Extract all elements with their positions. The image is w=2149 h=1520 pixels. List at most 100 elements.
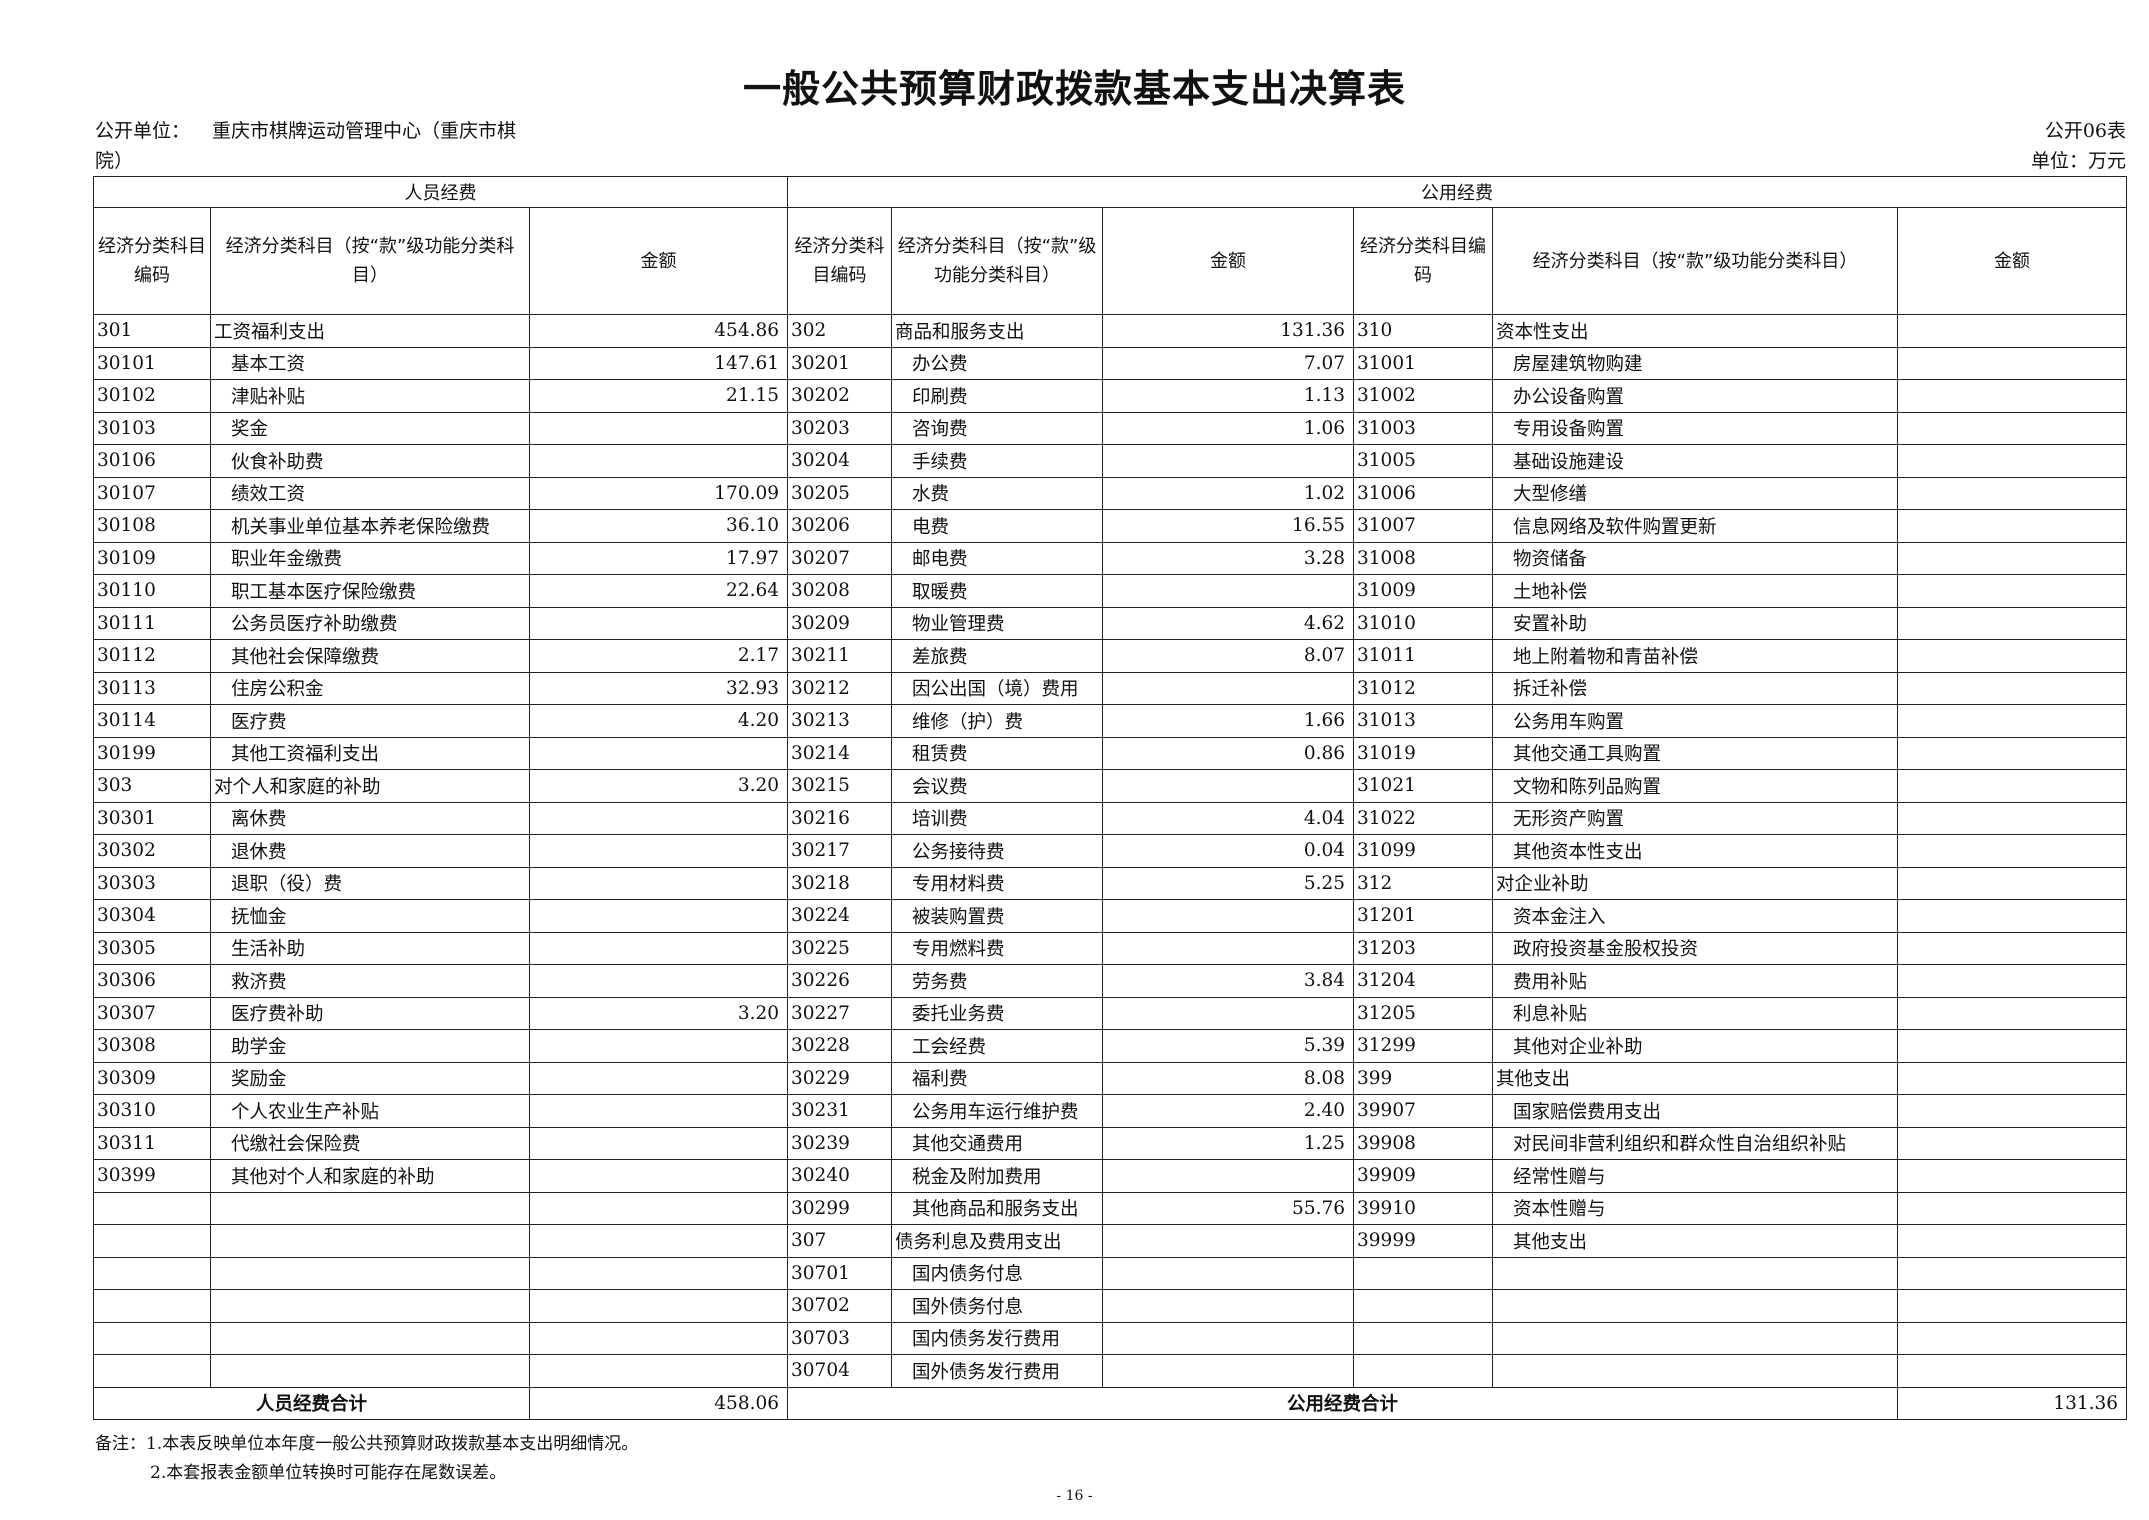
page-title: 一般公共预算财政拨款基本支出决算表 xyxy=(742,67,1406,111)
cell-amount: 147.61 xyxy=(528,346,789,380)
table-row: 30304 抚恤金 30224 被装购置费 31201 资本金注入 xyxy=(93,899,2128,933)
cell-amount xyxy=(1897,1029,2128,1063)
cell-amount xyxy=(1102,899,1355,933)
table-row: 30309 奖励金 30229 福利费 8.08 399 其他支出 xyxy=(93,1061,2128,1095)
cell-subject xyxy=(210,1354,530,1388)
table-row: 30107 绩效工资 170.09 30205 水费 1.02 31006 大型修缮 xyxy=(93,476,2128,510)
cell-code: 30102 xyxy=(93,379,211,413)
cell-amount: 4.20 xyxy=(528,704,789,738)
cell-subject xyxy=(1492,1354,1899,1388)
cell-amount: 3.84 xyxy=(1102,964,1355,998)
cell-subject: 福利费 xyxy=(891,1061,1104,1095)
cell-subject: 印刷费 xyxy=(891,379,1104,413)
cell-code: 30205 xyxy=(787,476,893,510)
cell-subject: 生活补助 xyxy=(210,931,530,965)
cell-subject: 绩效工资 xyxy=(210,476,530,510)
cell-subject: 其他对个人和家庭的补助 xyxy=(210,1159,530,1193)
cell-code: 302 xyxy=(787,314,893,348)
cell-subject: 职工基本医疗保险缴费 xyxy=(210,574,530,608)
col-amount: 金额 xyxy=(1102,207,1355,315)
cell-subject: 资本性支出 xyxy=(1492,314,1899,348)
cell-subject: 其他交通费用 xyxy=(891,1126,1104,1160)
cell-subject: 奖励金 xyxy=(210,1061,530,1095)
cell-code: 30224 xyxy=(787,899,893,933)
personnel-total-value: 458.06 xyxy=(528,1386,789,1420)
cell-subject: 政府投资基金股权投资 xyxy=(1492,931,1899,965)
cell-subject: 其他交通工具购置 xyxy=(1492,736,1899,770)
cell-subject: 文物和陈列品购置 xyxy=(1492,769,1899,803)
table-meta: 公开06表 单位：万元 xyxy=(2031,116,2126,176)
cell-code: 31005 xyxy=(1353,444,1494,478)
cell-subject: 差旅费 xyxy=(891,639,1104,673)
table-row: 30111 公务员医疗补助缴费 30209 物业管理费 4.62 31010 安置补助 xyxy=(93,606,2128,640)
table-row: 30701 国内债务付息 xyxy=(93,1256,2128,1290)
cell-amount xyxy=(1897,1289,2128,1323)
cell-amount xyxy=(1897,671,2128,705)
cell-amount xyxy=(1897,1159,2128,1193)
cell-code: 30218 xyxy=(787,866,893,900)
cell-code xyxy=(93,1256,211,1290)
cell-code: 39908 xyxy=(1353,1126,1494,1160)
table-row: 301 工资福利支出 454.86 302 商品和服务支出 131.36 310 资本性支出 xyxy=(93,314,2128,348)
cell-code xyxy=(1353,1289,1494,1323)
cell-subject: 资本性赠与 xyxy=(1492,1191,1899,1225)
table-row: 30102 津贴补贴 21.15 30202 印刷费 1.13 31002 办公设备购置 xyxy=(93,379,2128,413)
table-row: 30311 代缴社会保险费 30239 其他交通费用 1.25 39908 对民间非营利组织… xyxy=(93,1126,2128,1160)
cell-code: 31006 xyxy=(1353,476,1494,510)
cell-code: 30309 xyxy=(93,1061,211,1095)
cell-subject xyxy=(210,1289,530,1323)
cell-subject: 对个人和家庭的补助 xyxy=(210,769,530,803)
cell-code: 30212 xyxy=(787,671,893,705)
table-row: 30103 奖金 30203 咨询费 1.06 31003 专用设备购置 xyxy=(93,411,2128,445)
cell-amount: 4.04 xyxy=(1102,801,1355,835)
cell-amount: 8.07 xyxy=(1102,639,1355,673)
cell-amount: 1.13 xyxy=(1102,379,1355,413)
cell-subject: 维修（护）费 xyxy=(891,704,1104,738)
cell-subject: 对企业补助 xyxy=(1492,866,1899,900)
cell-amount: 8.08 xyxy=(1102,1061,1355,1095)
cell-amount xyxy=(528,964,789,998)
table-row: 30306 救济费 30226 劳务费 3.84 31204 费用补贴 xyxy=(93,964,2128,998)
table-row: 30112 其他社会保障缴费 2.17 30211 差旅费 8.07 31011 地上附着物和… xyxy=(93,639,2128,673)
cell-amount xyxy=(1897,1126,2128,1160)
cell-subject: 费用补贴 xyxy=(1492,964,1899,998)
cell-amount xyxy=(1102,1289,1355,1323)
cell-code: 30201 xyxy=(787,346,893,380)
cell-subject: 抚恤金 xyxy=(210,899,530,933)
cell-code: 30108 xyxy=(93,509,211,543)
public-total-label: 公用经费合计 xyxy=(787,1386,1899,1420)
cell-subject: 其他商品和服务支出 xyxy=(891,1191,1104,1225)
cell-subject: 无形资产购置 xyxy=(1492,801,1899,835)
cell-subject: 其他对企业补助 xyxy=(1492,1029,1899,1063)
cell-amount xyxy=(528,736,789,770)
cell-code: 30227 xyxy=(787,996,893,1030)
cell-subject: 专用燃料费 xyxy=(891,931,1104,965)
cell-subject: 其他社会保障缴费 xyxy=(210,639,530,673)
cell-code xyxy=(93,1289,211,1323)
cell-subject: 救济费 xyxy=(210,964,530,998)
cell-code: 31099 xyxy=(1353,834,1494,868)
cell-subject: 其他资本性支出 xyxy=(1492,834,1899,868)
cell-subject: 对民间非营利组织和群众性自治组织补贴 xyxy=(1492,1126,1899,1160)
cell-code: 30110 xyxy=(93,574,211,608)
note-1: 备注：1.本表反映单位本年度一般公共预算财政拨款基本支出明细情况。 xyxy=(95,1434,639,1454)
cell-code: 30303 xyxy=(93,866,211,900)
cell-subject: 商品和服务支出 xyxy=(891,314,1104,348)
cell-code: 30113 xyxy=(93,671,211,705)
cell-subject: 债务利息及费用支出 xyxy=(891,1224,1104,1258)
cell-subject: 租赁费 xyxy=(891,736,1104,770)
cell-amount xyxy=(1897,964,2128,998)
cell-subject: 其他工资福利支出 xyxy=(210,736,530,770)
cell-amount: 7.07 xyxy=(1102,346,1355,380)
cell-amount xyxy=(528,1029,789,1063)
cell-code: 31022 xyxy=(1353,801,1494,835)
cell-code: 39910 xyxy=(1353,1191,1494,1225)
cell-code: 30399 xyxy=(93,1159,211,1193)
cell-amount xyxy=(1897,509,2128,543)
cell-amount xyxy=(528,1126,789,1160)
cell-code: 30114 xyxy=(93,704,211,738)
col-code: 经济分类科目编码 xyxy=(93,207,211,315)
cell-amount xyxy=(1897,1061,2128,1095)
cell-subject: 公务用车运行维护费 xyxy=(891,1094,1104,1128)
reporting-unit: 公开单位： 重庆市棋牌运动管理中心（重庆市棋院） xyxy=(95,116,535,176)
